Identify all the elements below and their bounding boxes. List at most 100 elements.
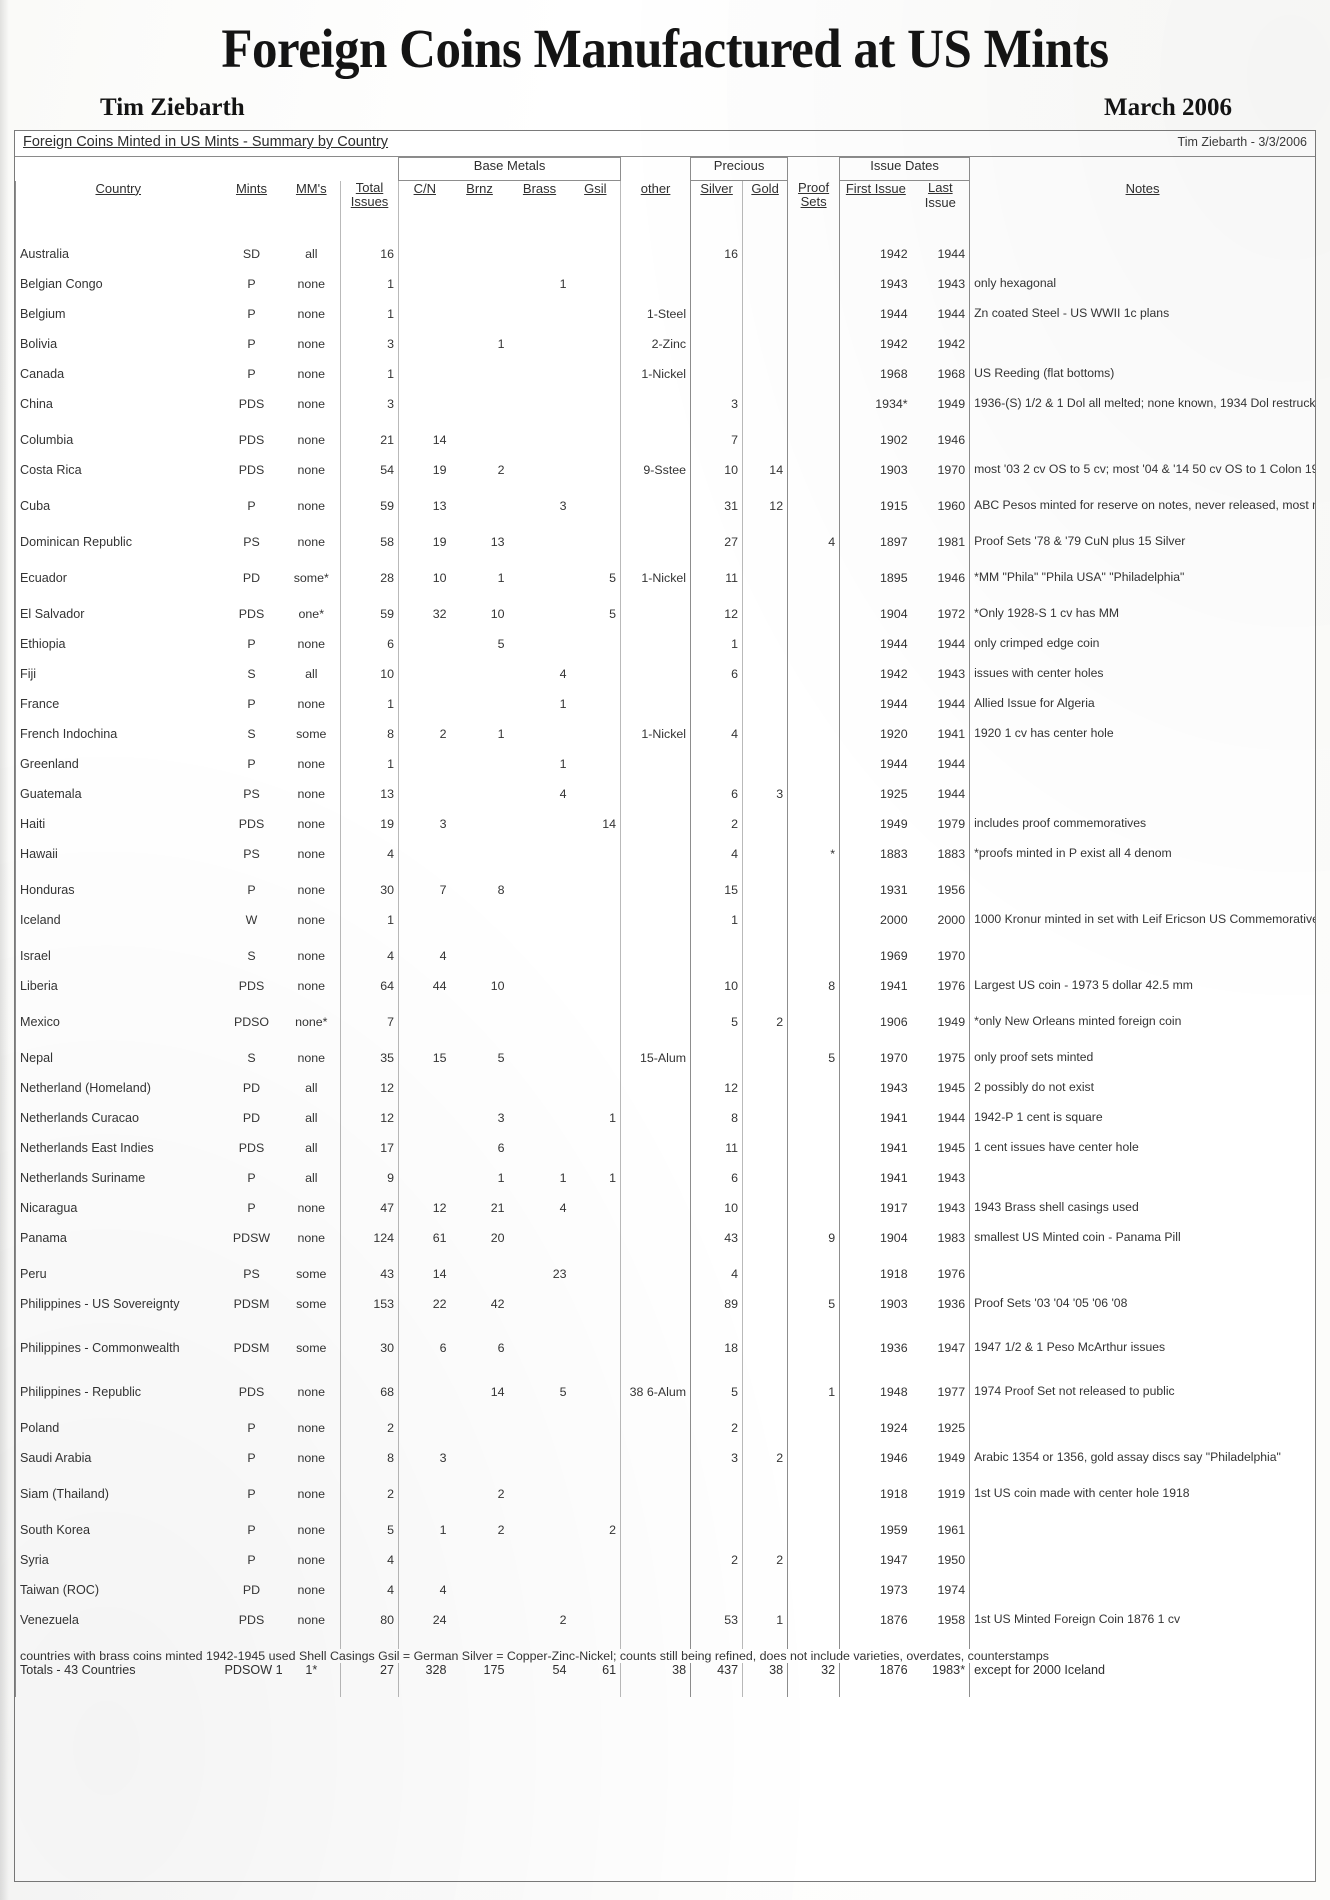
cell-proof-sets [788, 247, 840, 277]
cell-brass [509, 1487, 571, 1523]
cell-total-issues: 1 [340, 697, 400, 727]
coins-table: Base Metals Precious Issue Dates Country… [15, 157, 1315, 1697]
cell-silver: 15 [690, 883, 744, 913]
cell-proof-sets [788, 1553, 840, 1583]
cell-brass [509, 1111, 571, 1141]
cell-proof-sets [788, 1141, 840, 1171]
cell-silver [690, 1487, 744, 1523]
totals-label: Totals - 43 Countries [15, 1663, 221, 1697]
cell-proof-sets [788, 817, 840, 847]
cell-country: South Korea [15, 1523, 221, 1553]
cell-first-issue: 1920 [839, 727, 912, 757]
cell-last-issue: 1944 [911, 637, 971, 667]
cell-first-issue: 1895 [839, 571, 912, 607]
cell-gsil [570, 1421, 622, 1451]
cell-mms: all [282, 1171, 342, 1201]
cell-total-issues: 6 [340, 637, 400, 667]
col-first-issue: First Issue [845, 181, 906, 196]
cell-cn [398, 1141, 451, 1171]
cell-last-issue: 1942 [911, 337, 971, 367]
cell-cn [398, 1421, 451, 1451]
cell-other [620, 277, 692, 307]
cell-last-issue: 1970 [911, 463, 971, 499]
cell-mints: PDSO [233, 1015, 270, 1029]
cell-country: Costa Rica [15, 463, 221, 499]
cell-mints: PDS [238, 817, 265, 831]
cell-brass [509, 1015, 571, 1051]
cell-notes [970, 247, 1315, 277]
cell-total-issues: 4 [340, 949, 400, 979]
cell-cn: 19 [398, 535, 451, 571]
cell-gsil [570, 1341, 622, 1385]
table-row: Dominican Republic PS none 58 19 13 27 4 1897 198… [15, 535, 1316, 571]
cell-first-issue: 1948 [839, 1385, 912, 1421]
col-mms: MM's [295, 180, 327, 196]
cell-gsil [570, 397, 622, 433]
cell-gsil: 5 [570, 571, 622, 607]
cell-total-issues: 54 [340, 463, 400, 499]
cell-cn: 12 [398, 1201, 451, 1231]
cell-cn [398, 367, 451, 397]
cell-silver: 4 [690, 847, 744, 883]
cell-proof-sets [788, 571, 840, 607]
cell-country: Mexico [15, 1015, 221, 1051]
cell-mms: some* [282, 571, 342, 607]
cell-brnz [451, 433, 509, 463]
cell-brass: 4 [559, 667, 567, 681]
cell-other [620, 637, 692, 667]
cell-gold: 2 [742, 1553, 789, 1583]
cell-mints: PDS [238, 463, 265, 477]
cell-first-issue: 1941 [839, 1141, 912, 1171]
cell-mms: none [282, 847, 342, 883]
cell-brass [509, 607, 571, 637]
cell-brnz: 8 [497, 883, 505, 897]
cell-last-issue: 1947 [911, 1341, 971, 1385]
cell-brass: 1 [559, 277, 567, 291]
cell-total-issues: 1 [340, 913, 400, 949]
cell-gold [742, 1385, 789, 1421]
cell-notes: US Reeding (flat bottoms) [974, 367, 1115, 380]
cell-mms: none [282, 1451, 342, 1487]
cell-country: Panama [15, 1231, 221, 1267]
cell-silver: 27 [690, 535, 744, 571]
cell-country: Philippines - Commonwealth [15, 1341, 221, 1385]
cell-silver: 7 [690, 433, 744, 463]
cell-proof-sets [788, 607, 840, 637]
totals-row: Totals - 43 Countries PDSOW 12 with 1* 2… [15, 1663, 1316, 1697]
cell-brass [509, 1421, 571, 1451]
cell-cn [398, 667, 451, 697]
cell-silver: 2 [690, 1553, 744, 1583]
cell-proof-sets [788, 1081, 840, 1111]
cell-brnz: 10 [490, 607, 505, 621]
cell-notes [970, 1267, 1315, 1297]
cell-mints: P [247, 367, 256, 381]
cell-brass: 1 [559, 757, 567, 771]
cell-last-issue: 1936 [911, 1297, 971, 1341]
cell-notes: Proof Sets '03 '04 '05 '06 '08 [974, 1297, 1128, 1310]
cell-proof-sets [788, 1015, 840, 1051]
cell-gsil [570, 1487, 622, 1523]
cell-other [620, 1583, 692, 1613]
cell-proof-sets [788, 1451, 840, 1487]
cell-country: Hawaii [15, 847, 221, 883]
cell-mms: all [282, 1141, 342, 1171]
cell-notes: 1st US coin made with center hole 1918 [974, 1487, 1190, 1500]
cell-silver: 1 [690, 913, 744, 949]
cell-brass [509, 367, 571, 397]
cell-gold [742, 1231, 789, 1267]
cell-brnz [451, 1081, 509, 1111]
cell-silver: 10 [690, 463, 744, 499]
cell-country: Taiwan (ROC) [15, 1583, 221, 1613]
cell-cn [398, 277, 451, 307]
cell-country: Guatemala [15, 787, 221, 817]
cell-notes: only crimped edge coin [974, 637, 1100, 650]
cell-mms: none [282, 397, 342, 433]
cell-other [620, 607, 692, 637]
cell-other [620, 697, 692, 727]
cell-mms: some [282, 727, 342, 757]
col-last-issue-line2: Issue [924, 194, 956, 210]
cell-first-issue: 1968 [839, 367, 912, 397]
cell-brass [509, 1341, 571, 1385]
cell-total-issues: 153 [340, 1297, 400, 1341]
cell-country: Ethiopia [15, 637, 221, 667]
